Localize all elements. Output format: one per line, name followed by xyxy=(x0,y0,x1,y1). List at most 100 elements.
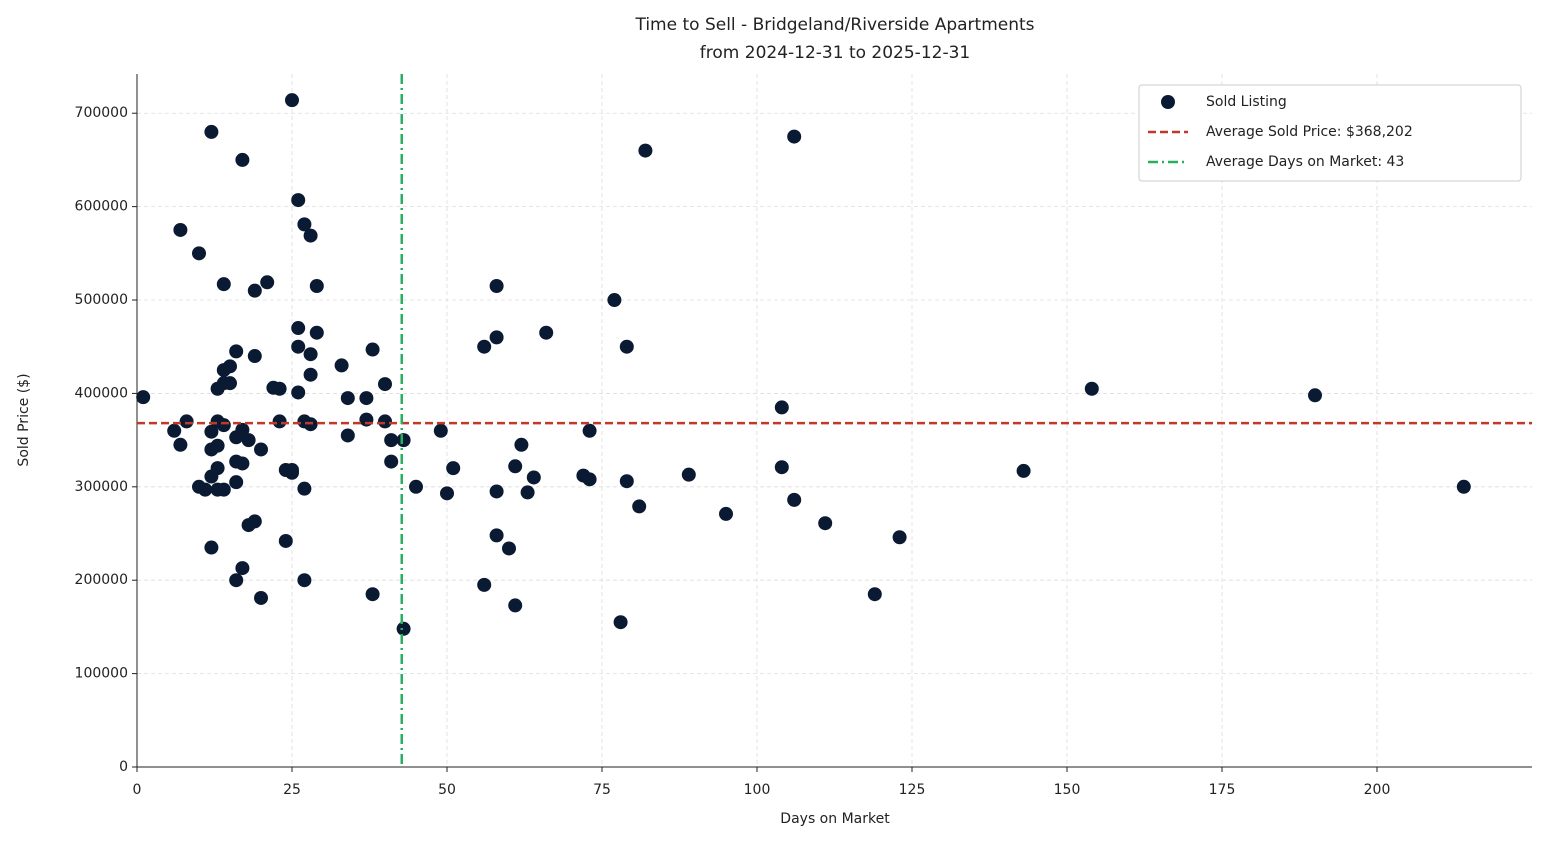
y-tick-label: 700000 xyxy=(75,105,128,121)
point xyxy=(247,514,262,529)
point xyxy=(502,541,516,556)
point xyxy=(235,456,250,471)
y-tick-label: 500000 xyxy=(75,292,128,308)
point xyxy=(520,485,535,500)
y-tick-label: 200000 xyxy=(75,572,128,588)
point xyxy=(179,414,194,429)
point xyxy=(409,479,423,494)
x-tick-label: 150 xyxy=(1054,782,1081,798)
point xyxy=(489,484,504,499)
point xyxy=(892,530,907,545)
point xyxy=(384,454,399,469)
x-tick-label: 200 xyxy=(1364,782,1391,798)
point xyxy=(216,482,231,497)
point xyxy=(204,124,219,139)
point xyxy=(1308,388,1322,403)
point xyxy=(223,359,237,374)
point xyxy=(247,283,262,298)
point xyxy=(223,376,237,391)
point xyxy=(235,422,250,437)
point xyxy=(489,528,504,543)
legend-label: Sold Listing xyxy=(1206,94,1287,110)
x-tick-label: 25 xyxy=(283,782,301,798)
x-axis-label: Days on Market xyxy=(780,811,890,827)
point xyxy=(229,475,244,490)
point xyxy=(433,423,448,438)
point xyxy=(1016,463,1031,478)
point xyxy=(774,400,789,415)
point xyxy=(1084,381,1099,396)
point xyxy=(508,459,523,474)
point xyxy=(216,277,231,292)
point xyxy=(229,573,244,588)
point xyxy=(297,481,312,496)
point xyxy=(216,418,231,433)
point xyxy=(365,587,380,602)
point xyxy=(192,246,206,261)
point xyxy=(340,391,355,406)
point xyxy=(272,414,287,429)
point xyxy=(359,412,374,427)
x-tick-label: 100 xyxy=(744,782,771,798)
point xyxy=(396,433,411,448)
point xyxy=(489,330,504,345)
x-tick-label: 75 xyxy=(593,782,611,798)
y-tick-label: 0 xyxy=(119,759,128,775)
x-tick-label: 50 xyxy=(438,782,456,798)
x-tick-label: 175 xyxy=(1209,782,1236,798)
y-tick-label: 300000 xyxy=(75,479,128,495)
point xyxy=(303,228,318,243)
point xyxy=(477,577,492,592)
point xyxy=(309,279,324,294)
point xyxy=(210,438,225,453)
point xyxy=(340,428,355,443)
point xyxy=(235,561,250,576)
point xyxy=(210,461,225,476)
point xyxy=(681,467,696,482)
point xyxy=(291,385,306,400)
point xyxy=(254,442,268,457)
point xyxy=(198,482,213,497)
point xyxy=(173,222,188,237)
y-tick-label: 600000 xyxy=(75,199,128,215)
point xyxy=(867,587,882,602)
point xyxy=(384,433,399,448)
point xyxy=(229,344,244,359)
point xyxy=(787,129,802,144)
point xyxy=(272,381,287,396)
point xyxy=(303,367,318,382)
point xyxy=(787,492,802,507)
point xyxy=(285,463,299,477)
point xyxy=(619,339,634,354)
point xyxy=(291,193,306,208)
point xyxy=(254,590,268,605)
point xyxy=(440,486,454,501)
point xyxy=(632,499,647,514)
point xyxy=(396,621,411,636)
point xyxy=(297,217,312,232)
point xyxy=(818,516,833,531)
point xyxy=(719,506,733,521)
legend-label: Average Sold Price: $368,202 xyxy=(1206,124,1413,140)
point xyxy=(291,321,306,336)
y-tick-label: 400000 xyxy=(75,385,128,401)
x-tick-label: 0 xyxy=(133,782,142,798)
point xyxy=(378,414,392,429)
point xyxy=(774,460,789,475)
point xyxy=(297,573,312,588)
point xyxy=(291,339,306,354)
point xyxy=(514,437,529,452)
y-axis-label: Sold Price ($) xyxy=(16,373,32,466)
y-tick-label: 100000 xyxy=(75,666,128,682)
point xyxy=(378,377,392,392)
point xyxy=(489,279,504,294)
point xyxy=(607,293,622,308)
point xyxy=(359,391,374,406)
point xyxy=(167,423,182,438)
chart-subtitle: from 2024-12-31 to 2025-12-31 xyxy=(700,43,970,63)
point xyxy=(619,474,634,489)
point xyxy=(309,325,324,340)
point xyxy=(613,615,628,630)
point xyxy=(582,472,597,487)
